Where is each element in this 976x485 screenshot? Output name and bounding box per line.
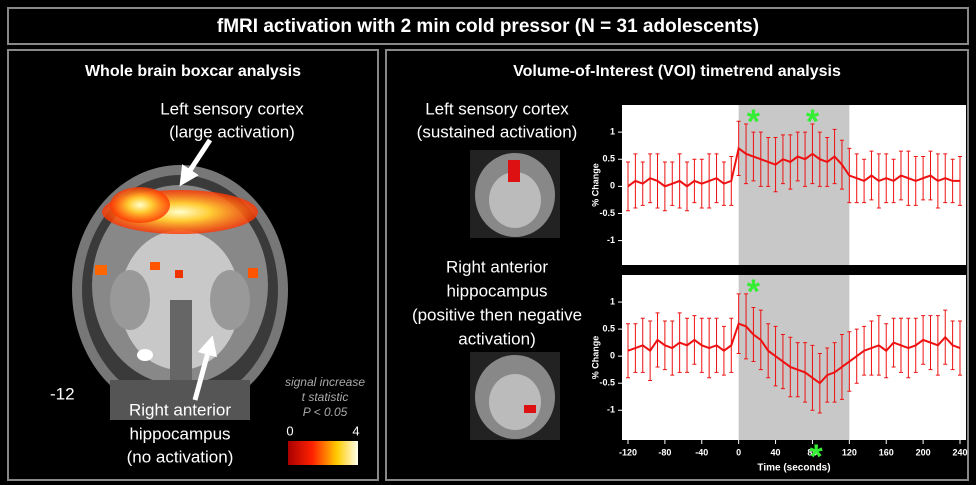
y-tick-label: -0.5: [599, 378, 615, 388]
x-tick-label: 0: [736, 447, 741, 457]
panel-title: Whole brain boxcar analysis: [85, 63, 301, 80]
label: hippocampus: [446, 281, 547, 300]
x-tick-label: 200: [916, 447, 931, 457]
scale-label: 0: [286, 423, 293, 438]
figure-title: fMRI activation with 2 min cold pressor …: [217, 16, 759, 37]
colorbar: [288, 441, 358, 465]
label: (no activation): [127, 447, 234, 466]
legend-text: P < 0.05: [303, 405, 348, 419]
y-tick-label: 1: [610, 296, 615, 306]
label: Right anterior: [129, 400, 231, 419]
y-tick-label: -1: [607, 235, 615, 245]
y-tick-label: 0: [610, 181, 615, 191]
y-tick-label: 0: [610, 351, 615, 361]
x-tick-label: 240: [952, 447, 967, 457]
annotation: *: [747, 273, 761, 311]
label: (sustained activation): [417, 122, 578, 141]
y-tick-label: 0.5: [602, 323, 615, 333]
label: hippocampus: [129, 424, 230, 443]
x-tick-label: 160: [879, 447, 894, 457]
x-tick-label: -120: [619, 447, 637, 457]
label: (large activation): [169, 122, 295, 141]
y-tick-label: -1: [607, 405, 615, 415]
x-tick-label: 120: [842, 447, 857, 457]
y-axis-label: % Change: [590, 336, 600, 380]
y-axis-label: % Change: [590, 163, 600, 207]
legend-text: signal increase: [285, 375, 365, 389]
x-tick-label: -40: [695, 447, 708, 457]
figure: fMRI activation with 2 min cold pressor …: [0, 0, 976, 485]
x-tick-label: 40: [771, 447, 781, 457]
label: Left sensory cortex: [425, 99, 569, 118]
brain-thumbnail: [470, 352, 560, 440]
label: Right anterior: [446, 257, 548, 276]
scale-label: 4: [352, 423, 359, 438]
y-tick-label: 0.5: [602, 154, 615, 164]
brain-thumbnail: [470, 150, 560, 238]
annotation: *: [810, 438, 824, 476]
label: activation): [458, 329, 535, 348]
label: (positive then negative: [412, 305, 582, 324]
slice-label: -12: [50, 384, 75, 403]
label: Left sensory cortex: [160, 99, 304, 118]
y-tick-label: 1: [610, 126, 615, 136]
x-tick-label: -80: [658, 447, 671, 457]
panel-title: Volume-of-Interest (VOI) timetrend analy…: [513, 63, 841, 80]
annotation: *: [806, 103, 820, 141]
annotation: *: [747, 103, 761, 141]
y-tick-label: -0.5: [599, 208, 615, 218]
legend-text: t statistic: [302, 390, 349, 404]
